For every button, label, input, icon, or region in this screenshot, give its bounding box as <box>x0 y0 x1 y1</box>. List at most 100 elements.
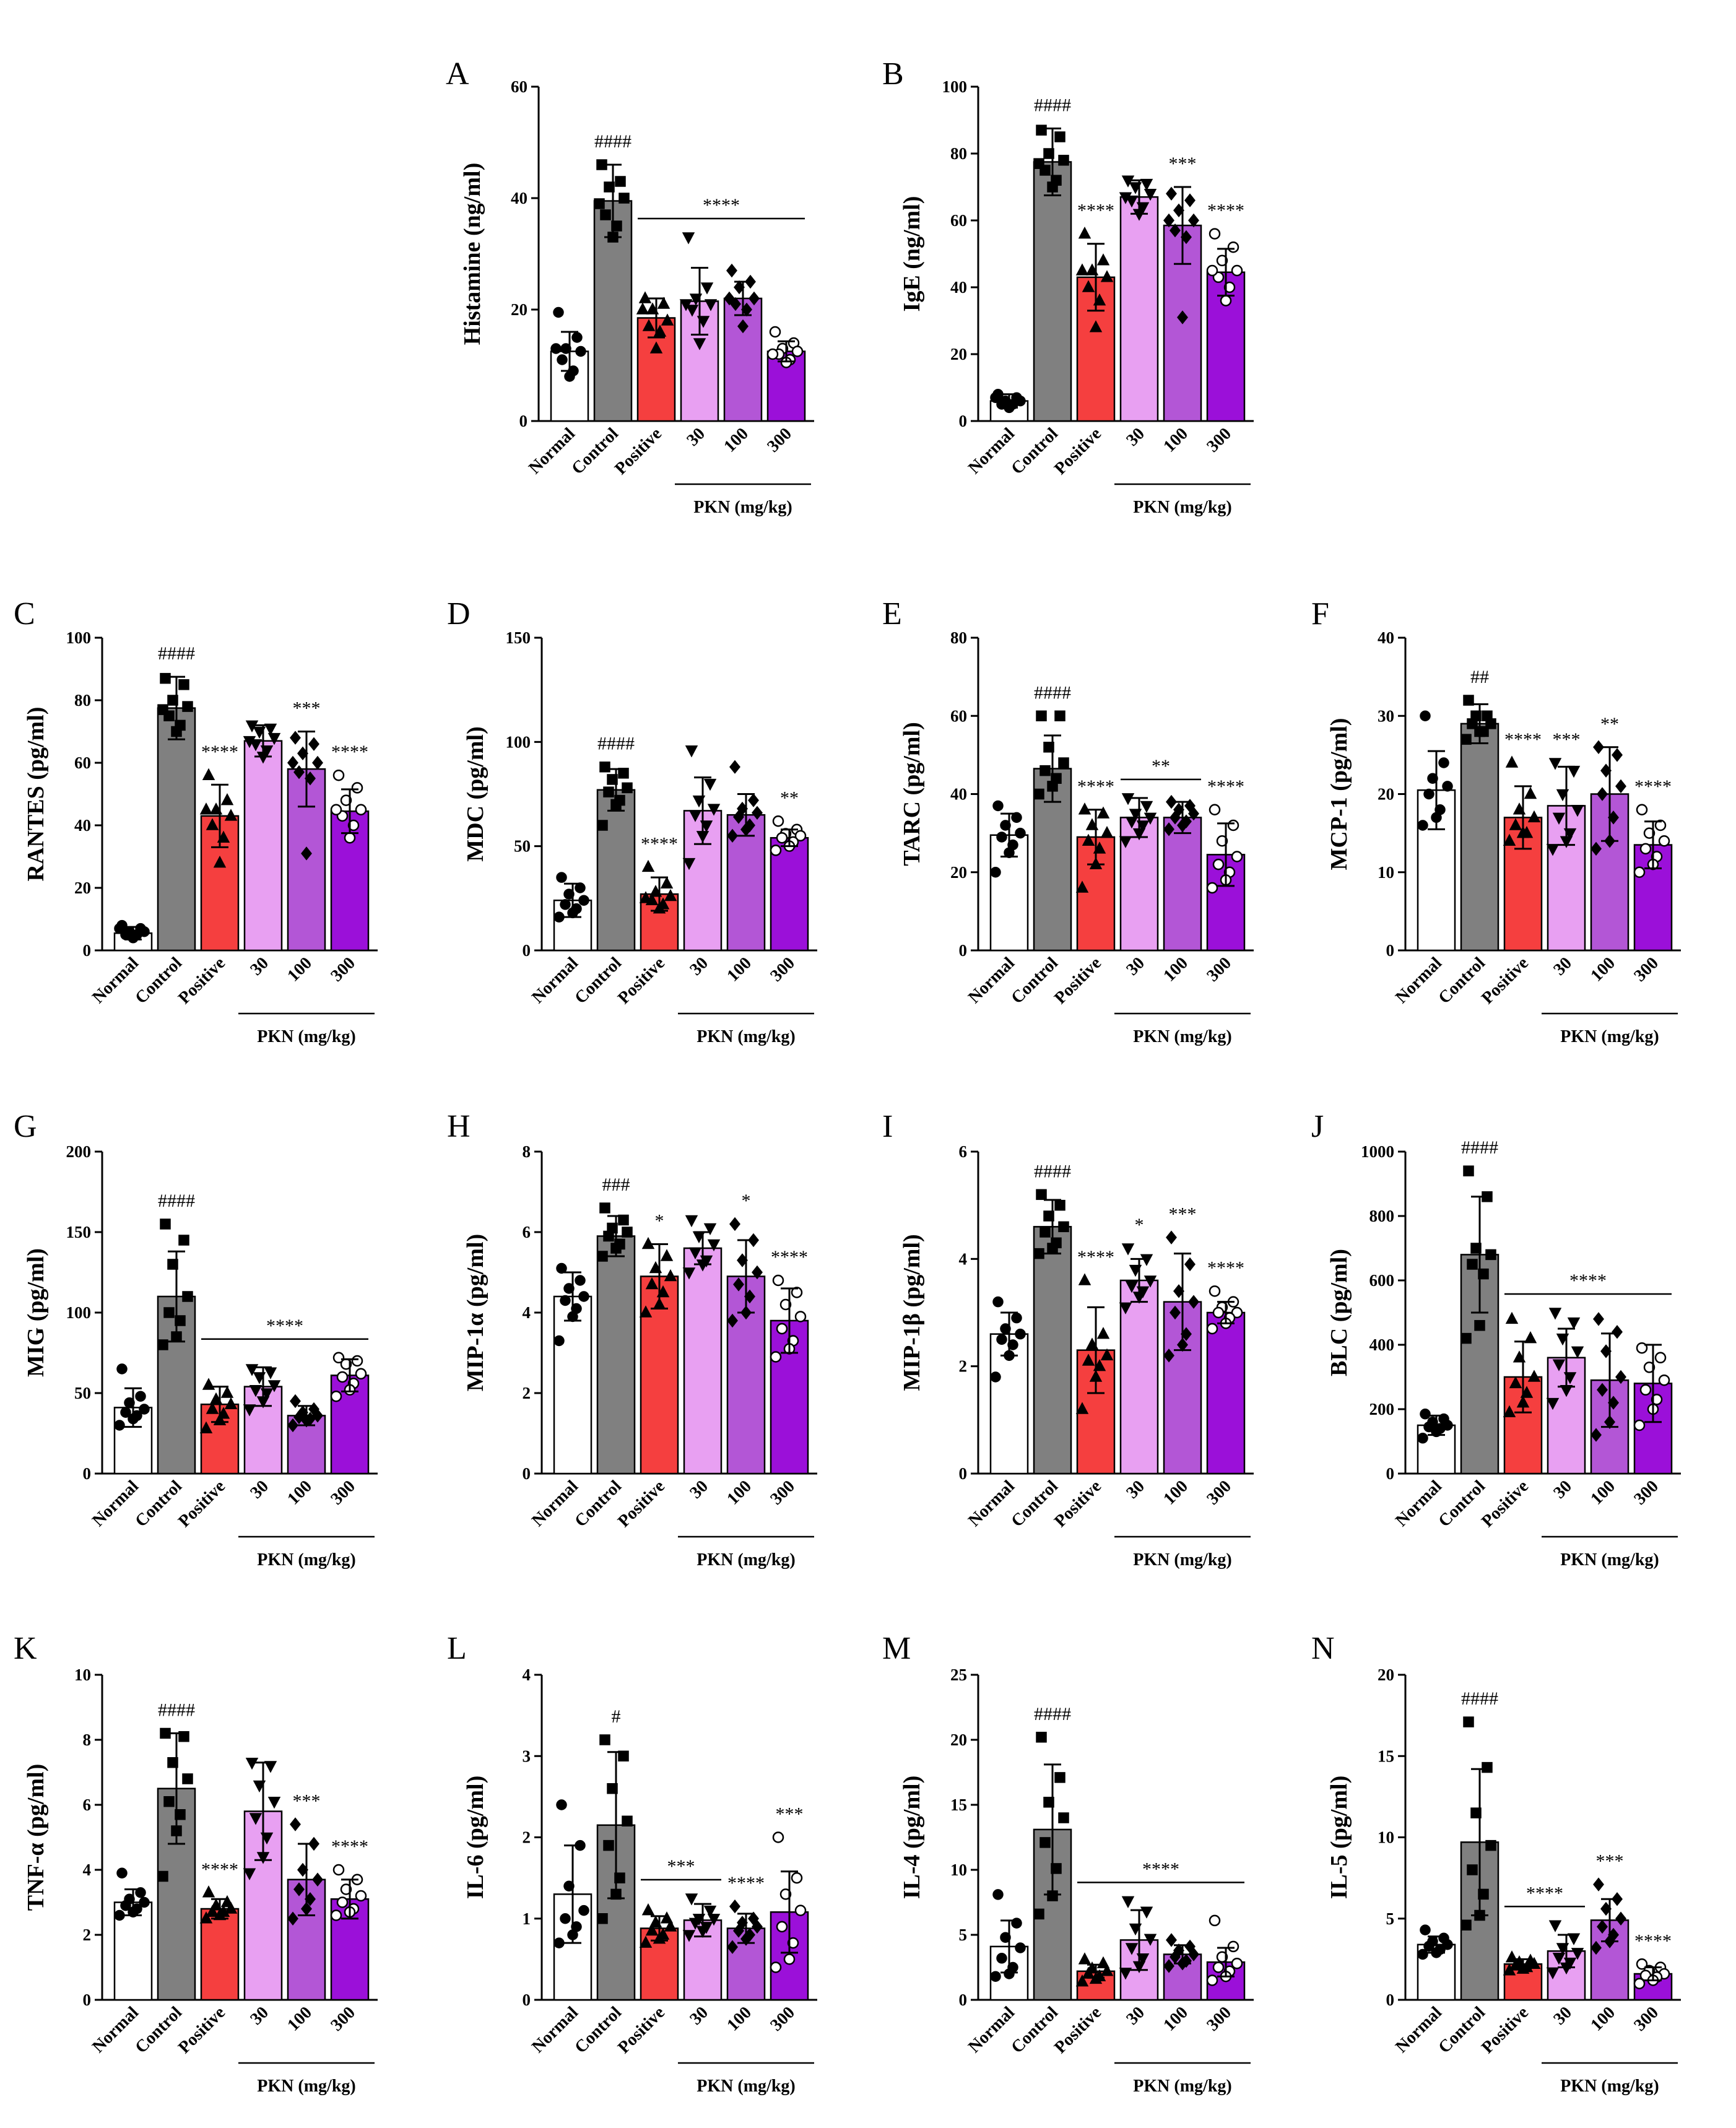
dose-group-label: PKN (mg/kg) <box>697 1027 795 1046</box>
bar <box>1460 723 1499 952</box>
data-point <box>1636 804 1648 815</box>
data-point <box>794 1311 807 1322</box>
y-tick-label: 100 <box>66 628 92 647</box>
significance-label: **** <box>1207 201 1244 221</box>
data-point <box>1442 1939 1453 1950</box>
category-label: 300 <box>763 424 796 456</box>
category-label: Control <box>131 2003 186 2057</box>
category-label: Normal <box>89 1477 142 1531</box>
significance-label: #### <box>158 1700 195 1721</box>
y-tick-label: 1000 <box>1361 1142 1394 1161</box>
significance-label: ### <box>602 1175 630 1195</box>
data-point <box>607 774 618 785</box>
data-point <box>600 209 611 220</box>
data-point <box>553 1937 565 1948</box>
data-point <box>724 291 735 306</box>
y-tick-label: 4 <box>523 1665 531 1684</box>
data-point <box>664 888 677 901</box>
category-label: 100 <box>1160 1477 1192 1509</box>
significance-label: #### <box>594 131 631 152</box>
data-point <box>116 1363 128 1375</box>
data-point <box>1166 1230 1177 1244</box>
data-point <box>578 1291 589 1302</box>
category-label: 300 <box>327 1477 359 1509</box>
data-point <box>287 1911 298 1926</box>
y-axis-label: RANTES (pg/ml) <box>23 707 49 882</box>
bar <box>723 297 763 422</box>
data-point <box>688 810 702 822</box>
data-point <box>1546 1397 1560 1410</box>
data-point <box>1231 851 1243 862</box>
significance-label: *** <box>776 1804 804 1825</box>
significance-label: **** <box>1569 1270 1607 1291</box>
data-point <box>1212 858 1225 871</box>
category-label: 30 <box>1550 953 1576 979</box>
data-point <box>175 1809 186 1820</box>
category-label: 30 <box>1122 424 1148 450</box>
significance-label: #### <box>1034 682 1071 703</box>
data-point <box>682 232 695 245</box>
category-label: 300 <box>1203 424 1235 456</box>
significance-label: # <box>612 1706 621 1727</box>
category-label: Control <box>1007 424 1062 479</box>
data-point <box>206 1904 219 1917</box>
data-point <box>749 291 760 306</box>
data-point <box>700 282 714 295</box>
data-point <box>787 1937 799 1949</box>
panel-letter: L <box>447 1631 467 1666</box>
significance-label: **** <box>1207 1257 1244 1278</box>
data-point <box>770 845 782 856</box>
data-point <box>1075 263 1089 276</box>
data-point <box>267 1797 281 1809</box>
data-point <box>772 1274 784 1287</box>
category-label: Positive <box>1478 953 1532 1008</box>
data-point <box>355 1890 367 1902</box>
category-label: 300 <box>1203 2003 1235 2035</box>
bar <box>200 815 240 952</box>
data-point <box>1163 1348 1174 1363</box>
data-point <box>688 1247 702 1260</box>
data-point <box>249 1813 263 1825</box>
significance-label: **** <box>266 1316 303 1336</box>
data-point <box>641 859 655 872</box>
panel-letter: J <box>1311 1109 1324 1144</box>
data-point <box>707 1914 721 1926</box>
significance-label: ## <box>1470 667 1489 687</box>
data-point <box>332 769 345 781</box>
category-label: 100 <box>723 1477 755 1509</box>
data-point <box>733 810 744 824</box>
data-point <box>336 1896 349 1908</box>
data-point <box>330 1909 342 1921</box>
category-label: Control <box>1007 953 1062 1008</box>
y-tick-label: 25 <box>950 1665 967 1684</box>
category-label: Normal <box>528 2003 582 2057</box>
data-point <box>1125 195 1139 208</box>
data-point <box>213 855 227 868</box>
data-point <box>157 1870 168 1882</box>
data-point <box>664 1919 677 1932</box>
data-point <box>1058 155 1069 166</box>
data-point <box>1188 213 1199 228</box>
category-label: Normal <box>89 2003 142 2057</box>
data-point <box>703 778 717 791</box>
data-point <box>1467 1259 1478 1270</box>
dose-group-label: PKN (mg/kg) <box>697 2077 795 2096</box>
data-point <box>733 1924 744 1938</box>
data-point <box>1166 186 1177 201</box>
category-label: Normal <box>528 953 582 1007</box>
data-point <box>1036 1732 1047 1743</box>
data-point <box>1075 1974 1089 1987</box>
y-tick-label: 0 <box>519 412 528 430</box>
category-label: Normal <box>1392 2003 1446 2057</box>
significance-label: ** <box>1600 714 1619 734</box>
category-label: 30 <box>1122 2003 1148 2029</box>
y-tick-label: 60 <box>950 706 967 725</box>
data-point <box>1567 765 1581 778</box>
data-point <box>1039 765 1051 776</box>
significance-label: **** <box>727 1873 765 1893</box>
y-tick-label: 0 <box>959 412 968 430</box>
